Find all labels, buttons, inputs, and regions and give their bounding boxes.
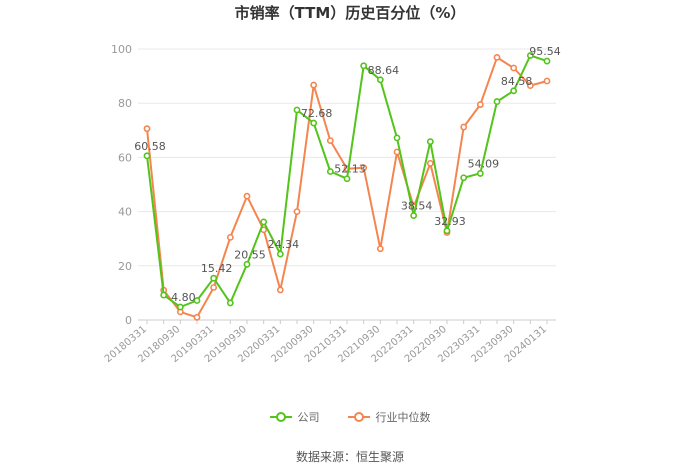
y-tick-label: 0: [125, 314, 132, 327]
data-label: 32.93: [434, 215, 466, 228]
y-tick-label: 60: [118, 151, 132, 164]
legend-swatch-industry: [347, 411, 370, 423]
data-point: [143, 152, 151, 160]
legend-item-industry[interactable]: 行业中位数: [347, 409, 431, 425]
data-point: [193, 297, 201, 304]
data-point: [260, 218, 268, 226]
data-point: [326, 137, 334, 144]
data-label: 54.09: [468, 157, 500, 170]
data-point: [276, 250, 284, 258]
data-point: [410, 212, 418, 219]
data-point: [543, 77, 551, 85]
data-label: 24.34: [268, 238, 300, 251]
data-label: 52.13: [334, 163, 366, 176]
data-point: [476, 101, 484, 108]
data-label: 60.58: [134, 140, 166, 153]
y-tick-label: 40: [118, 206, 132, 219]
data-point: [143, 125, 151, 133]
data-point: [243, 192, 251, 200]
data-point: [293, 106, 301, 114]
legend-label-industry: 行业中位数: [375, 411, 431, 424]
data-point: [326, 168, 334, 175]
data-point: [510, 64, 518, 72]
data-point: [460, 123, 468, 131]
data-label: 20.55: [234, 248, 266, 261]
data-point: [443, 227, 451, 235]
data-point: [493, 54, 501, 61]
data-point: [493, 98, 501, 105]
y-tick-label: 80: [118, 97, 132, 110]
chart-title: 市销率（TTM）历史百分位（%）: [234, 4, 466, 22]
data-point: [360, 164, 368, 172]
y-tick-label: 20: [118, 260, 132, 273]
data-label: 84.58: [501, 75, 533, 88]
y-tick-label: 100: [111, 43, 132, 56]
data-point: [176, 303, 184, 311]
data-point: [210, 284, 218, 291]
data-label: 72.68: [301, 107, 333, 120]
data-label: 88.64: [368, 64, 400, 77]
data-point: [360, 62, 368, 70]
data-label: 4.80: [171, 291, 196, 304]
data-point: [376, 76, 384, 84]
data-label: 38.54: [401, 200, 433, 213]
data-point: [543, 57, 551, 65]
data-point: [376, 245, 384, 253]
legend-swatch-company: [269, 411, 292, 423]
data-point: [310, 81, 318, 89]
data-point: [310, 119, 318, 127]
data-point: [343, 175, 351, 183]
data-point: [526, 82, 534, 89]
data-point: [243, 260, 251, 268]
data-point: [226, 233, 234, 241]
data-point: [160, 291, 168, 299]
data-point: [210, 274, 218, 282]
data-point: [276, 286, 284, 294]
data-point: [526, 52, 534, 59]
data-point: [293, 208, 301, 215]
data-point: [426, 159, 434, 167]
data-point: [393, 134, 401, 142]
data-point: [426, 138, 434, 146]
series-line-industry: [146, 56, 548, 319]
data-point: [510, 87, 518, 95]
legend-item-company[interactable]: 公司: [269, 409, 320, 425]
chart-legend: 公司 行业中位数: [0, 409, 700, 425]
data-point: [193, 313, 201, 321]
data-point: [226, 299, 234, 307]
data-label: 95.54: [529, 45, 561, 58]
data-point: [476, 170, 484, 177]
legend-label-company: 公司: [297, 411, 320, 424]
data-label: 15.42: [201, 262, 233, 275]
data-point: [460, 174, 468, 182]
data-source-note: 数据来源：恒生聚源: [295, 450, 404, 464]
